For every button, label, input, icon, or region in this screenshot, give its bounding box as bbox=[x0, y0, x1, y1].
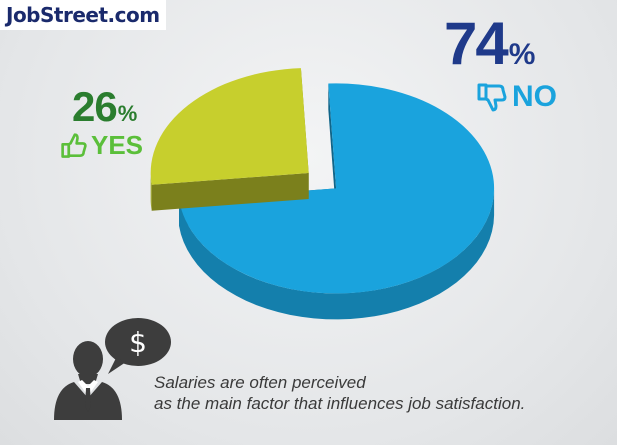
no-percent-value: 74 bbox=[444, 10, 509, 77]
yes-percent-sign: % bbox=[117, 101, 138, 126]
caption: Salaries are often perceived as the main… bbox=[154, 372, 604, 414]
businessman-icon: $ bbox=[54, 318, 171, 420]
caption-line-1: Salaries are often perceived bbox=[154, 373, 366, 392]
dollar-speech-bubble-icon: $ bbox=[105, 318, 171, 374]
yes-percent-value: 26 bbox=[72, 83, 118, 130]
jobstreet-logo[interactable]: JobStreet.com bbox=[0, 0, 166, 30]
no-answer-text: NO bbox=[512, 80, 557, 113]
caption-line-2: as the main factor that influences job s… bbox=[154, 394, 526, 413]
yes-answer: YES bbox=[60, 130, 143, 161]
yes-label: 26% YES bbox=[61, 83, 192, 160]
slice-yes bbox=[150, 68, 309, 185]
thumbs-down-icon bbox=[477, 83, 507, 112]
slice-no bbox=[179, 83, 495, 294]
slice-yes-wall-start bbox=[151, 173, 309, 211]
thumbs-up-icon bbox=[61, 132, 87, 158]
logo-text: JobStreet.com bbox=[6, 3, 160, 27]
slice-yes-rim bbox=[150, 173, 152, 211]
svg-text:$: $ bbox=[129, 326, 147, 359]
no-percent-sign: % bbox=[508, 38, 536, 71]
slice-no-wall-start bbox=[328, 83, 337, 215]
yes-answer-text: YES bbox=[91, 130, 144, 160]
slice-no-rim bbox=[179, 189, 495, 320]
no-label: 74% NO bbox=[444, 14, 614, 114]
no-answer: NO bbox=[476, 80, 557, 114]
